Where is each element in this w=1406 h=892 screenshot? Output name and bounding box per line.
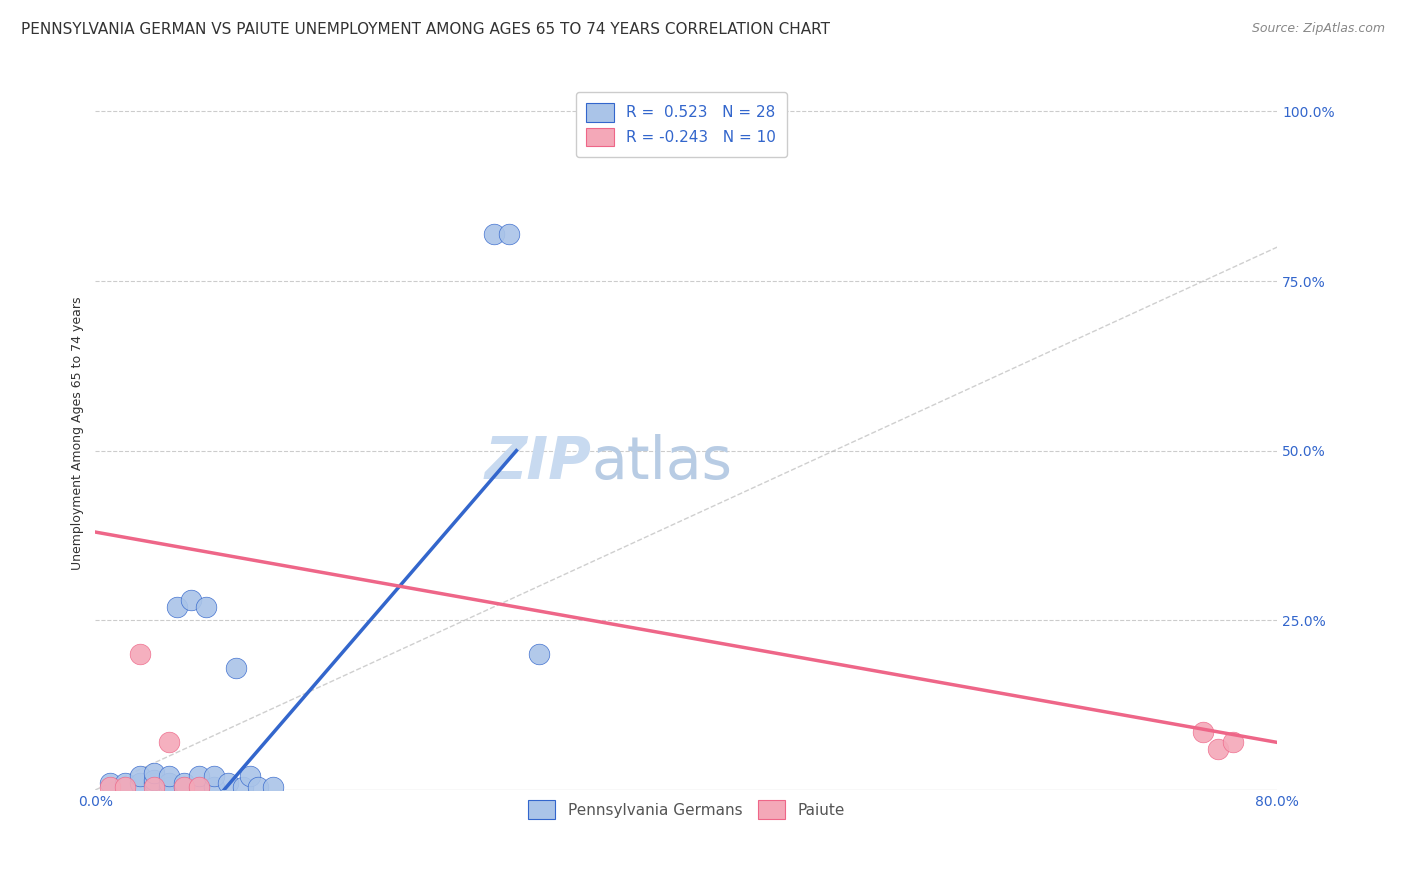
Point bbox=[98, 776, 121, 790]
Point bbox=[157, 769, 180, 783]
Point bbox=[239, 769, 262, 783]
Y-axis label: Unemployment Among Ages 65 to 74 years: Unemployment Among Ages 65 to 74 years bbox=[72, 297, 84, 570]
Point bbox=[173, 780, 195, 794]
Point bbox=[114, 776, 136, 790]
Point bbox=[143, 772, 166, 787]
Point bbox=[527, 647, 550, 661]
Point bbox=[98, 780, 121, 794]
Point bbox=[1206, 742, 1229, 756]
Point bbox=[157, 780, 180, 794]
Text: ZIP: ZIP bbox=[485, 434, 592, 491]
Point bbox=[202, 769, 225, 783]
Point bbox=[246, 780, 269, 794]
Text: atlas: atlas bbox=[592, 434, 733, 491]
Point bbox=[128, 647, 150, 661]
Point bbox=[187, 769, 209, 783]
Point bbox=[262, 780, 284, 794]
Point bbox=[180, 593, 202, 607]
Point bbox=[225, 661, 247, 675]
Point bbox=[173, 776, 195, 790]
Point bbox=[143, 766, 166, 780]
Point bbox=[187, 780, 209, 794]
Point bbox=[1222, 735, 1244, 749]
Text: Source: ZipAtlas.com: Source: ZipAtlas.com bbox=[1251, 22, 1385, 36]
Point bbox=[173, 780, 195, 794]
Point bbox=[195, 599, 218, 614]
Point bbox=[484, 227, 506, 241]
Legend: Pennsylvania Germans, Paiute: Pennsylvania Germans, Paiute bbox=[522, 794, 851, 825]
Point bbox=[1192, 725, 1215, 739]
Point bbox=[217, 776, 239, 790]
Point bbox=[166, 599, 188, 614]
Point bbox=[143, 780, 166, 794]
Text: PENNSYLVANIA GERMAN VS PAIUTE UNEMPLOYMENT AMONG AGES 65 TO 74 YEARS CORRELATION: PENNSYLVANIA GERMAN VS PAIUTE UNEMPLOYME… bbox=[21, 22, 830, 37]
Point bbox=[498, 227, 520, 241]
Point bbox=[128, 769, 150, 783]
Point bbox=[128, 776, 150, 790]
Point bbox=[114, 780, 136, 794]
Point bbox=[202, 780, 225, 794]
Point bbox=[157, 735, 180, 749]
Point bbox=[232, 780, 254, 794]
Point bbox=[157, 776, 180, 790]
Point bbox=[143, 776, 166, 790]
Point bbox=[187, 780, 209, 794]
